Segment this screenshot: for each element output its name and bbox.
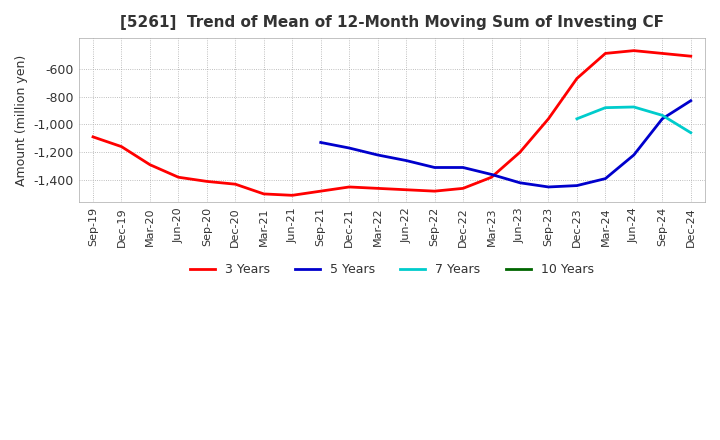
- Title: [5261]  Trend of Mean of 12-Month Moving Sum of Investing CF: [5261] Trend of Mean of 12-Month Moving …: [120, 15, 664, 30]
- Y-axis label: Amount (million yen): Amount (million yen): [15, 55, 28, 186]
- Legend: 3 Years, 5 Years, 7 Years, 10 Years: 3 Years, 5 Years, 7 Years, 10 Years: [185, 258, 598, 282]
